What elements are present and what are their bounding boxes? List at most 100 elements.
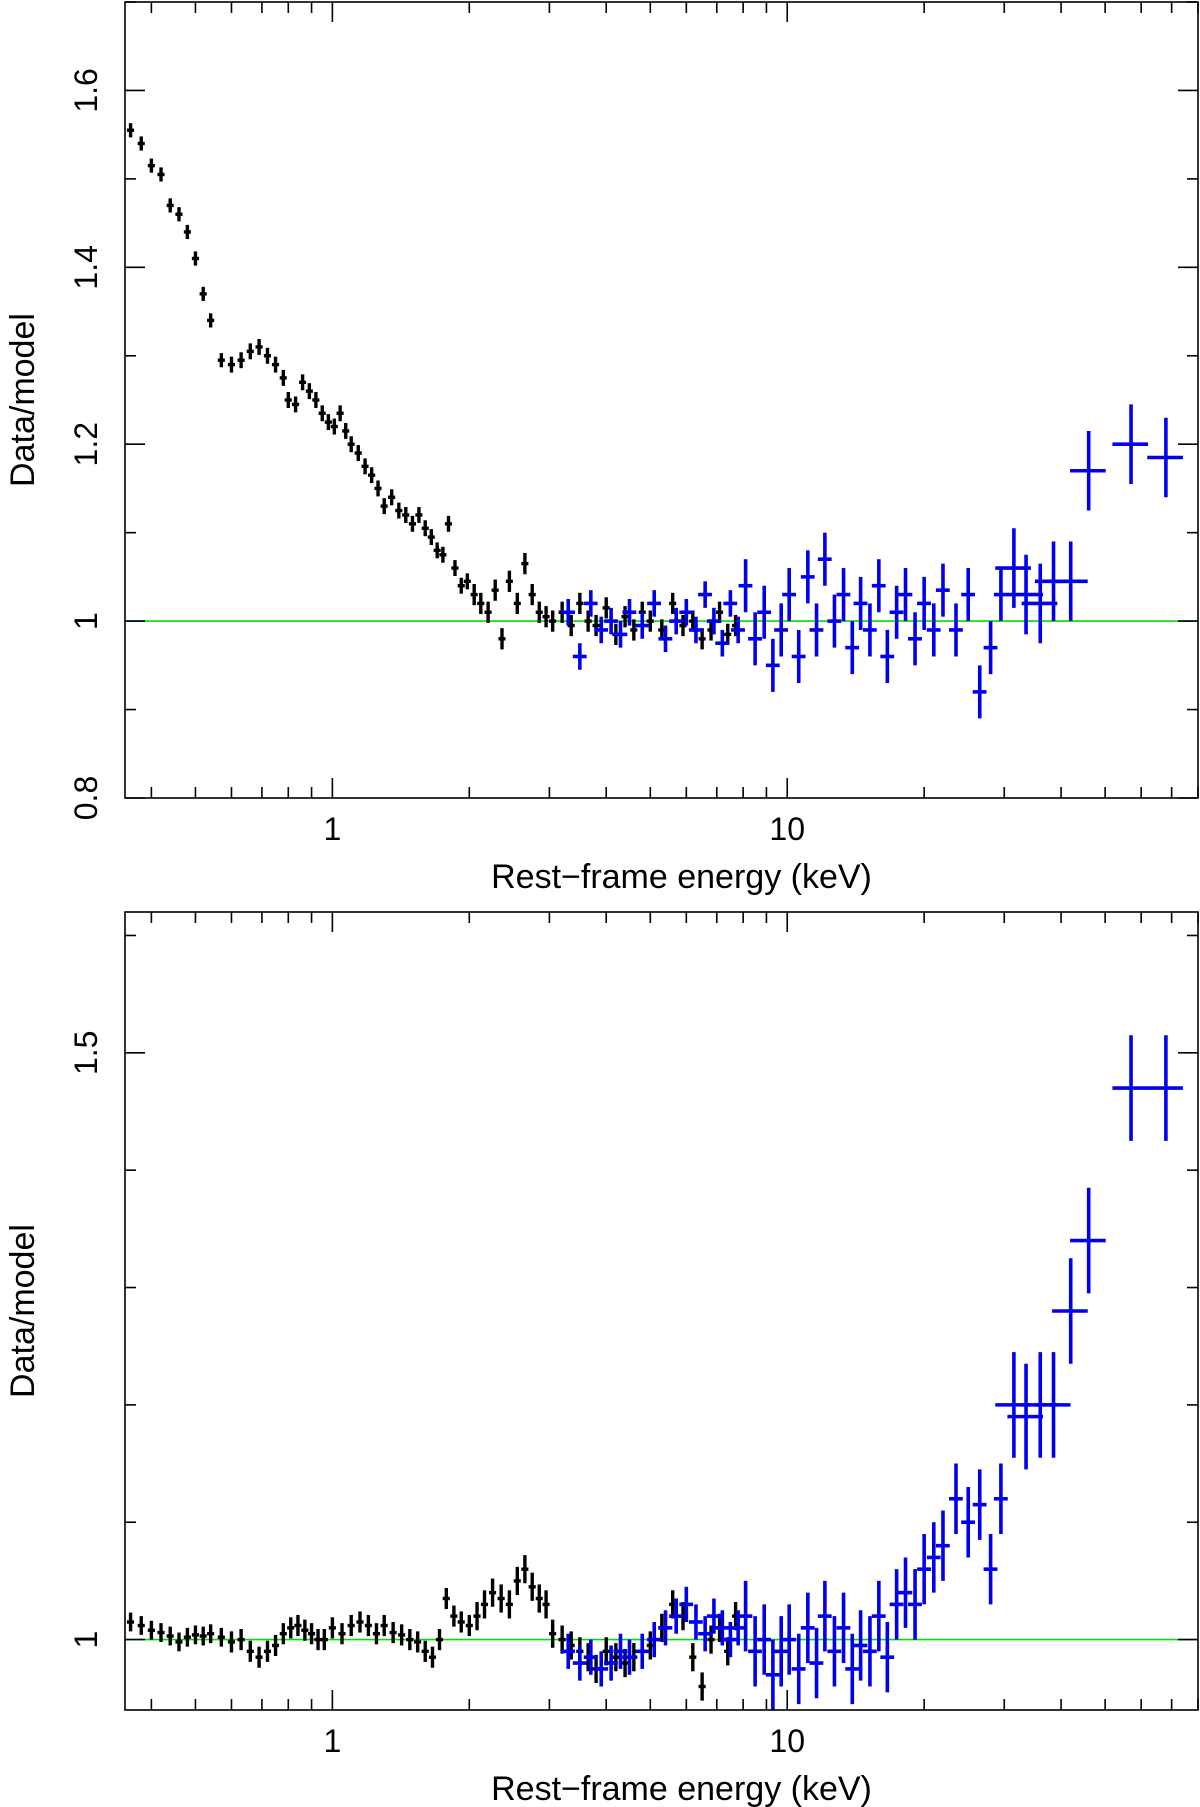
bottom-hard-band-point <box>1052 1258 1088 1364</box>
top-y-tick-label: 1.6 <box>68 68 104 112</box>
bottom-hard-band-point <box>688 1604 703 1640</box>
top-hard-band-point <box>845 621 860 675</box>
bottom-soft-band-point <box>338 1623 346 1645</box>
bottom-hard-band-point <box>889 1569 904 1640</box>
bottom-hard-band-point <box>706 1598 721 1634</box>
top-soft-band-point <box>336 405 344 422</box>
bottom-soft-band-point <box>450 1605 458 1627</box>
top-soft-band-point <box>513 592 521 615</box>
bottom-soft-band-point <box>137 1616 145 1635</box>
top-soft-band-point <box>521 553 529 575</box>
top-x-tick-label: 1 <box>323 811 341 847</box>
top-hard-band-point <box>1070 430 1106 511</box>
bottom-panel-plot-frame <box>124 911 1199 1711</box>
top-soft-band-point <box>291 396 300 413</box>
bottom-panel-ticks: 1 10 1 1.5 <box>68 912 1199 1759</box>
top-soft-band-point <box>137 136 145 151</box>
top-hard-band-point <box>765 638 780 692</box>
top-hard-band-point <box>1007 554 1044 635</box>
top-soft-band-point <box>463 573 471 590</box>
bottom-hard-band-point <box>782 1604 796 1675</box>
top-soft-band-point <box>415 507 423 523</box>
top-hard-band-point <box>572 643 587 670</box>
bottom-soft-band-point <box>542 1590 550 1619</box>
top-soft-band-point <box>451 560 459 577</box>
bottom-hard-band-point <box>647 1621 662 1658</box>
top-hard-band-point <box>679 599 694 626</box>
top-hard-band-point <box>688 616 703 644</box>
bottom-soft-band-point <box>279 1623 287 1645</box>
top-soft-band-point <box>646 610 654 632</box>
top-hard-band-point <box>647 590 662 617</box>
top-hard-band-point <box>800 550 815 604</box>
top-hard-band-point <box>715 629 730 657</box>
top-hard-band-point <box>757 585 772 639</box>
top-soft-band-point <box>498 628 506 650</box>
bottom-hard-band-point <box>853 1610 868 1681</box>
bottom-panel-data-marks <box>125 1035 1198 1710</box>
top-soft-band-point <box>528 583 536 606</box>
top-soft-band-point <box>457 577 465 594</box>
bottom-soft-band-point <box>255 1646 263 1668</box>
bottom-soft-band-point <box>301 1619 309 1641</box>
bottom-hard-band-point <box>871 1580 886 1652</box>
bottom-soft-band-point <box>147 1620 155 1640</box>
bottom-hard-band-point <box>935 1510 950 1581</box>
top-hard-band-point <box>635 612 650 639</box>
top-soft-band-point <box>388 489 396 506</box>
bottom-y-tick-label: 1 <box>68 1631 104 1649</box>
top-soft-band-point <box>361 458 369 475</box>
bottom-soft-band-point <box>307 1623 316 1645</box>
bottom-hard-band-point <box>594 1651 609 1687</box>
top-hard-band-point <box>731 616 745 644</box>
bottom-soft-band-point <box>612 1643 620 1672</box>
bottom-hard-band-point <box>765 1639 780 1710</box>
top-hard-band-point <box>791 629 806 684</box>
top-soft-band-point <box>330 418 338 435</box>
top-y-tick-label: 1.4 <box>68 245 104 289</box>
bottom-x-tick-label: 10 <box>769 1723 805 1759</box>
bottom-soft-band-point <box>414 1631 422 1653</box>
bottom-soft-band-point <box>356 1611 364 1633</box>
bottom-soft-band-point <box>528 1572 536 1601</box>
top-soft-band-point <box>227 356 235 373</box>
top-hard-band-point <box>836 568 851 622</box>
top-hard-band-point <box>862 603 877 657</box>
top-hard-band-point <box>817 532 832 586</box>
bottom-soft-band-point <box>602 1637 610 1666</box>
top-soft-band-point <box>217 353 225 368</box>
top-soft-band-point <box>444 515 453 532</box>
top-soft-band-point <box>246 343 254 360</box>
bottom-soft-band-point <box>558 1625 566 1654</box>
bottom-hard-band-point <box>827 1616 842 1687</box>
top-hard-band-point <box>782 568 796 622</box>
bottom-soft-band-point <box>488 1578 497 1607</box>
bottom-soft-band-point <box>549 1619 557 1648</box>
top-hard-band-point <box>926 603 941 657</box>
bottom-hard-band-point <box>948 1463 963 1534</box>
bottom-hard-band-point <box>1147 1035 1183 1141</box>
top-soft-band-point <box>542 606 550 628</box>
bottom-soft-band-point <box>442 1587 450 1610</box>
top-soft-band-point <box>126 123 135 138</box>
bottom-hard-band-point <box>583 1639 598 1675</box>
top-soft-band-point <box>279 369 287 386</box>
bottom-hard-band-point <box>898 1557 913 1628</box>
bottom-soft-band-point <box>473 1602 481 1631</box>
bottom-soft-band-point <box>227 1631 235 1653</box>
top-panel-data-marks <box>125 123 1198 719</box>
top-hard-band-point <box>748 612 762 666</box>
bottom-soft-band-point <box>497 1584 505 1613</box>
bottom-soft-band-point <box>183 1627 191 1647</box>
bottom-hard-band-point <box>1034 1352 1071 1458</box>
bottom-soft-band-point <box>191 1625 199 1645</box>
top-soft-band-point <box>354 445 362 462</box>
top-soft-band-point <box>183 224 191 240</box>
bottom-soft-band-point <box>521 1555 529 1584</box>
top-hard-band-point <box>935 563 950 617</box>
bottom-soft-band-point <box>428 1646 437 1668</box>
bottom-soft-band-point <box>157 1623 165 1642</box>
top-soft-band-point <box>395 502 403 519</box>
top-hard-band-point <box>1147 417 1183 498</box>
